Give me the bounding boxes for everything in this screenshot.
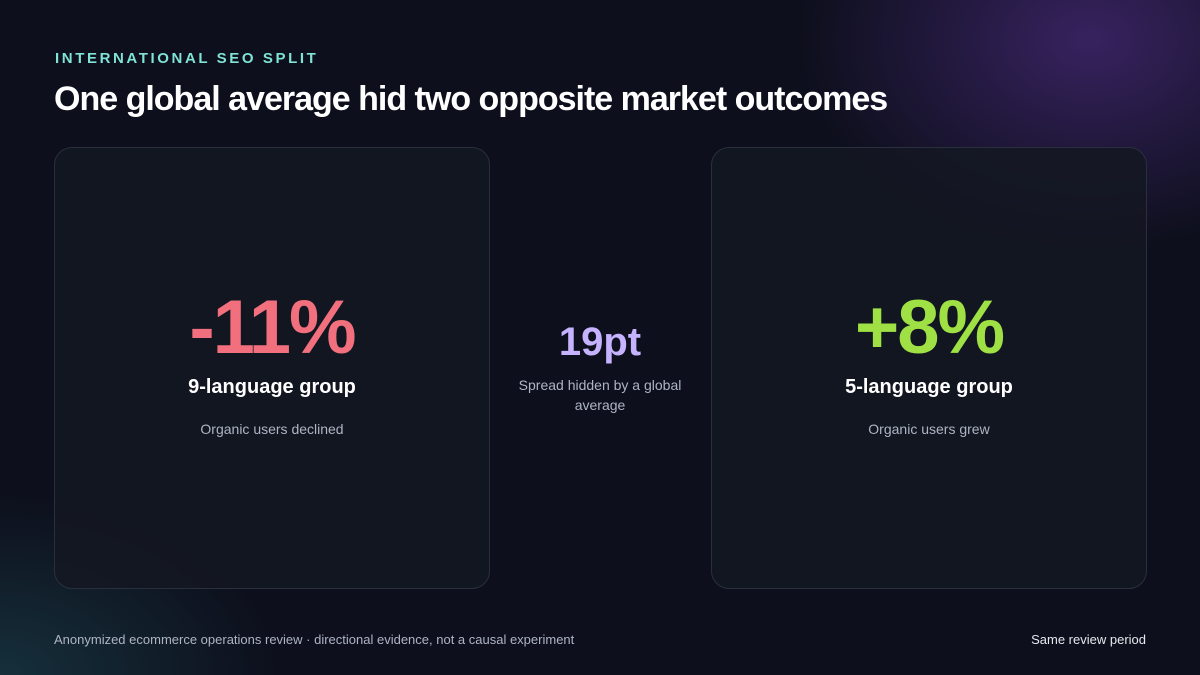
spread-value: 19pt <box>558 320 642 364</box>
footer-source: Anonymized ecommerce operations review ·… <box>54 632 575 647</box>
card-value: -11% <box>189 285 356 370</box>
spread: 19pt Spread hidden by a global average <box>505 320 695 415</box>
footer-period: Same review period <box>1031 632 1146 647</box>
spread-note: Spread hidden by a global average <box>518 377 682 413</box>
eyebrow: INTERNATIONAL SEO SPLIT <box>55 50 319 67</box>
title: One global average hid two opposite mark… <box>54 80 888 118</box>
card-note: Organic users declined <box>200 421 344 437</box>
card-label: 5-language group <box>845 376 1013 398</box>
card: +8% 5-language group Organic users grew <box>711 147 1147 589</box>
card: -11% 9-language group Organic users decl… <box>54 147 490 589</box>
card-value: +8% <box>854 285 1005 370</box>
card-label: 9-language group <box>188 376 356 398</box>
card-note: Organic users grew <box>868 421 990 437</box>
